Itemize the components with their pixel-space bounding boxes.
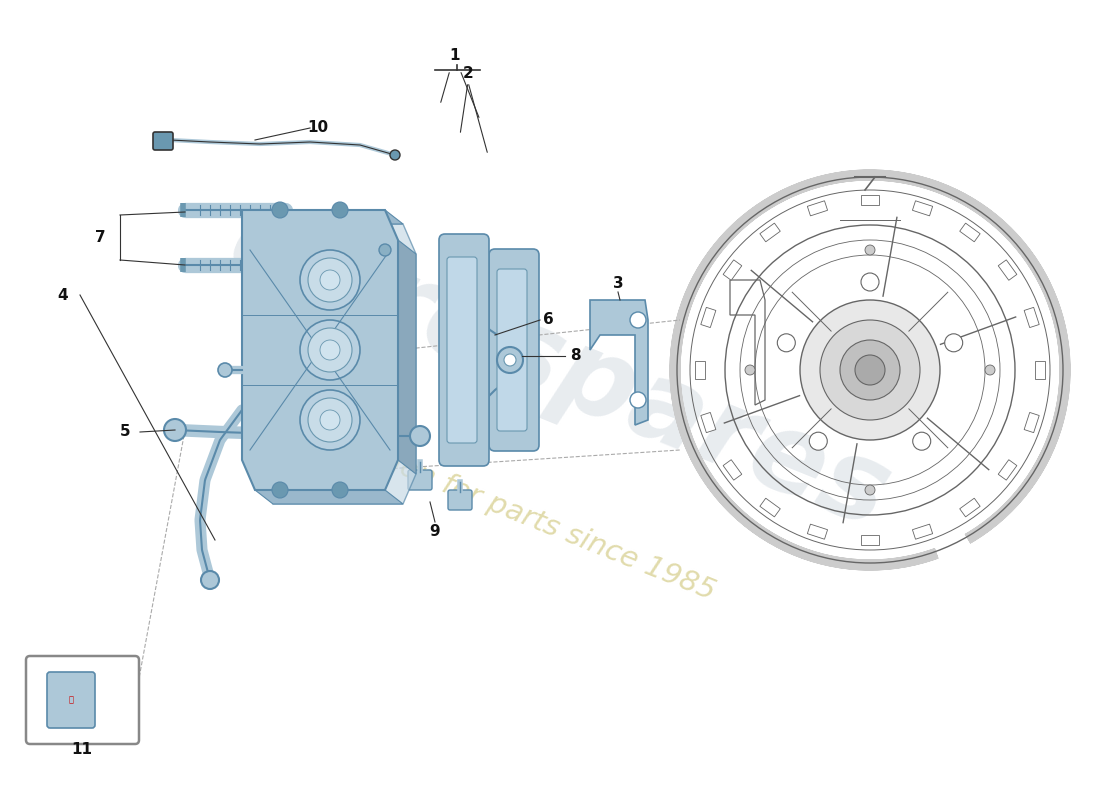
- Circle shape: [945, 334, 962, 352]
- Text: 6: 6: [542, 313, 553, 327]
- Circle shape: [745, 365, 755, 375]
- Circle shape: [410, 426, 430, 446]
- Text: 7: 7: [95, 230, 106, 246]
- Circle shape: [320, 340, 340, 360]
- Text: 9: 9: [430, 525, 440, 539]
- Circle shape: [308, 328, 352, 372]
- Bar: [701, 307, 716, 327]
- FancyBboxPatch shape: [490, 249, 539, 451]
- Bar: [861, 195, 879, 205]
- Circle shape: [390, 150, 400, 160]
- Bar: [912, 524, 933, 539]
- Circle shape: [164, 419, 186, 441]
- Circle shape: [308, 258, 352, 302]
- Bar: [1024, 413, 1040, 433]
- FancyBboxPatch shape: [497, 269, 527, 431]
- Text: a passion for parts since 1985: a passion for parts since 1985: [300, 414, 719, 606]
- Bar: [723, 460, 741, 480]
- Bar: [959, 223, 980, 242]
- Circle shape: [630, 392, 646, 408]
- Circle shape: [630, 312, 646, 328]
- Circle shape: [855, 355, 886, 385]
- FancyBboxPatch shape: [447, 257, 477, 443]
- FancyBboxPatch shape: [153, 132, 173, 150]
- Bar: [701, 413, 716, 433]
- Circle shape: [300, 250, 360, 310]
- FancyBboxPatch shape: [439, 234, 490, 466]
- Circle shape: [497, 347, 522, 373]
- Polygon shape: [398, 240, 416, 474]
- Polygon shape: [260, 224, 416, 504]
- Bar: [959, 498, 980, 517]
- Bar: [760, 498, 780, 517]
- FancyBboxPatch shape: [408, 470, 432, 490]
- Text: 10: 10: [307, 121, 329, 135]
- Text: 1: 1: [450, 49, 460, 63]
- Circle shape: [379, 244, 390, 256]
- Bar: [1035, 361, 1045, 379]
- Bar: [760, 223, 780, 242]
- Text: 11: 11: [72, 742, 92, 758]
- Bar: [861, 535, 879, 545]
- Circle shape: [778, 334, 795, 352]
- Circle shape: [800, 300, 940, 440]
- Circle shape: [308, 398, 352, 442]
- Bar: [998, 460, 1016, 480]
- Polygon shape: [242, 210, 398, 490]
- Text: eurospares: eurospares: [214, 189, 905, 551]
- Circle shape: [820, 320, 920, 420]
- Bar: [723, 260, 741, 280]
- Circle shape: [272, 482, 288, 498]
- Circle shape: [272, 202, 288, 218]
- Circle shape: [320, 270, 340, 290]
- Circle shape: [865, 245, 874, 255]
- Polygon shape: [255, 490, 403, 504]
- Text: 3: 3: [613, 277, 624, 291]
- Bar: [1024, 307, 1040, 327]
- Bar: [695, 361, 705, 379]
- Circle shape: [332, 202, 348, 218]
- Bar: [807, 201, 827, 216]
- Bar: [807, 524, 827, 539]
- FancyBboxPatch shape: [47, 672, 95, 728]
- Polygon shape: [242, 210, 403, 224]
- Text: 5: 5: [120, 425, 130, 439]
- Text: 2: 2: [463, 66, 473, 82]
- Circle shape: [332, 482, 348, 498]
- Circle shape: [218, 363, 232, 377]
- FancyBboxPatch shape: [26, 656, 139, 744]
- Circle shape: [840, 340, 900, 400]
- FancyBboxPatch shape: [448, 490, 472, 510]
- Circle shape: [300, 390, 360, 450]
- Text: 8: 8: [570, 349, 581, 363]
- Circle shape: [984, 365, 996, 375]
- Circle shape: [300, 320, 360, 380]
- Circle shape: [201, 571, 219, 589]
- Bar: [912, 201, 933, 216]
- Text: 4: 4: [57, 287, 68, 302]
- Circle shape: [504, 354, 516, 366]
- Circle shape: [320, 410, 340, 430]
- Circle shape: [865, 485, 874, 495]
- Circle shape: [810, 432, 827, 450]
- Circle shape: [861, 273, 879, 291]
- Polygon shape: [590, 300, 648, 425]
- Circle shape: [913, 432, 931, 450]
- Text: ⬛: ⬛: [68, 695, 74, 705]
- Bar: [998, 260, 1016, 280]
